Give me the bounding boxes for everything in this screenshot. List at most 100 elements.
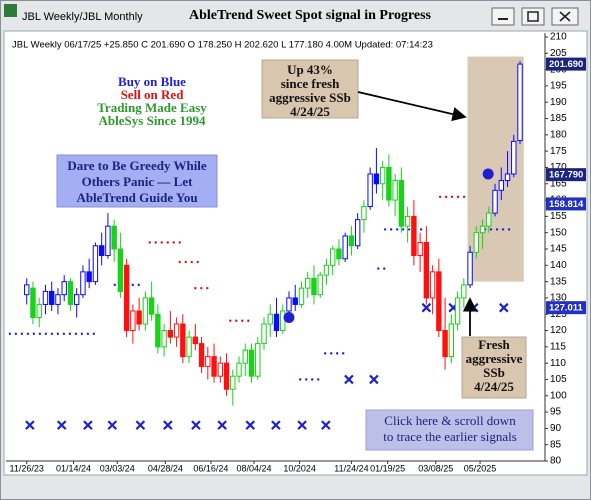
window-title: AbleTrend Sweet Spot signal in Progress xyxy=(189,8,432,23)
y-tick-label: 175 xyxy=(550,146,567,157)
y-tick-label: 210 xyxy=(550,32,567,43)
candle-body xyxy=(205,356,211,367)
candle-body xyxy=(323,264,330,276)
price-tag xyxy=(546,168,586,182)
greedy-text: Others Panic — Let xyxy=(82,174,194,189)
price-tag-label: 201.690 xyxy=(549,59,583,70)
x-tick-label: 05/2025 xyxy=(464,463,497,473)
price-tag xyxy=(546,301,586,315)
candle-body xyxy=(123,264,130,332)
candle-body xyxy=(167,330,174,338)
candle-body xyxy=(423,241,430,299)
x-marker xyxy=(107,420,118,430)
info-line: JBL Weekly 06/17/25 +25.850 C 201.690 O … xyxy=(12,40,433,51)
x-marker xyxy=(163,420,173,430)
candle-body xyxy=(442,330,448,358)
candle-body xyxy=(217,362,224,377)
x-marker xyxy=(245,420,256,430)
tabs[interactable]: JBL Weekly/JBL Monthly xyxy=(22,11,143,23)
candle-body xyxy=(223,362,230,390)
candle-body xyxy=(242,349,248,364)
signal-dot xyxy=(283,311,295,323)
x-tick-label: 03/03/24 xyxy=(100,463,135,473)
legend-text: AbleSys Since 1994 xyxy=(99,113,206,128)
window-buttons xyxy=(491,7,579,26)
candle-body xyxy=(98,245,105,257)
candle-body xyxy=(186,336,192,358)
candle-body xyxy=(211,356,217,377)
candle-body xyxy=(73,294,80,305)
close-icon xyxy=(559,11,571,22)
y-tick-label: 195 xyxy=(550,81,567,92)
y-tick-label: 110 xyxy=(550,358,566,369)
candle-body xyxy=(230,375,236,390)
y-tick-label: 105 xyxy=(550,374,567,385)
candle-body xyxy=(55,294,61,305)
candle-body xyxy=(486,212,492,227)
candle-body xyxy=(517,63,523,142)
y-tick-label: 190 xyxy=(550,97,567,108)
minimize-button[interactable] xyxy=(491,7,515,26)
candle-body xyxy=(161,330,167,348)
candle-body xyxy=(198,343,205,367)
fresh-text: 4/24/25 xyxy=(474,379,514,394)
y-tick-label: 140 xyxy=(550,260,567,271)
y-tick-label: 115 xyxy=(550,341,566,352)
candle-body xyxy=(461,284,467,299)
candle-body xyxy=(386,166,392,201)
candle-body xyxy=(479,225,486,234)
click-box[interactable] xyxy=(365,409,534,451)
candle-body xyxy=(448,323,455,358)
up-text: 4/24/25 xyxy=(290,104,330,119)
legend-text: Sell on Red xyxy=(121,87,185,102)
candle-body xyxy=(236,362,242,377)
candle-body xyxy=(255,343,261,377)
candle-body xyxy=(398,180,405,227)
up-text: aggressive SSb xyxy=(269,90,351,105)
price-tag-label: 158.814 xyxy=(549,199,584,210)
y-tick-label: 180 xyxy=(550,129,567,140)
y-tick-label: 165 xyxy=(550,178,567,189)
candle-body xyxy=(49,290,55,305)
greedy-text: AbleTrend Guide You xyxy=(76,190,197,205)
y-tick-label: 125 xyxy=(550,309,567,320)
fresh-text: aggressive xyxy=(466,351,523,366)
maximize-button[interactable] xyxy=(521,7,545,26)
candle-body xyxy=(111,225,117,250)
fresh-box xyxy=(461,336,527,399)
candle-body xyxy=(454,297,461,325)
greedy-box xyxy=(56,154,218,208)
y-tick-label: 100 xyxy=(550,390,567,401)
x-marker xyxy=(217,420,227,430)
x-tick-label: 04/28/24 xyxy=(148,463,183,473)
candle-body xyxy=(273,313,280,332)
candle-body xyxy=(417,241,423,257)
candle-body xyxy=(354,219,361,247)
candle-body xyxy=(30,287,36,318)
legend-text: Trading Made Easy xyxy=(97,100,207,115)
greedy-text: Dare to Be Greedy While xyxy=(67,158,207,173)
x-marker xyxy=(271,420,281,430)
candle-body xyxy=(311,277,317,296)
y-tick-label: 145 xyxy=(550,244,567,255)
candle-body xyxy=(24,284,30,296)
click-text: to trace the earlier signals xyxy=(383,429,517,444)
x-marker xyxy=(191,420,201,430)
candle-body xyxy=(130,310,136,332)
x-tick-label: 11/26/23 xyxy=(10,463,44,473)
candle-body xyxy=(261,323,267,345)
candle-body xyxy=(348,235,355,247)
y-tick-label: 85 xyxy=(550,439,562,450)
candle-body xyxy=(336,248,342,260)
candle-body xyxy=(392,180,398,201)
x-marker xyxy=(321,420,331,430)
y-tick-label: 185 xyxy=(550,113,567,124)
click-text: Click here & scroll down xyxy=(384,413,516,428)
x-tick-label: 11/24/24 xyxy=(334,463,368,473)
y-tick-label: 150 xyxy=(550,227,567,238)
y-tick-label: 90 xyxy=(550,423,562,434)
x-marker xyxy=(135,420,146,430)
